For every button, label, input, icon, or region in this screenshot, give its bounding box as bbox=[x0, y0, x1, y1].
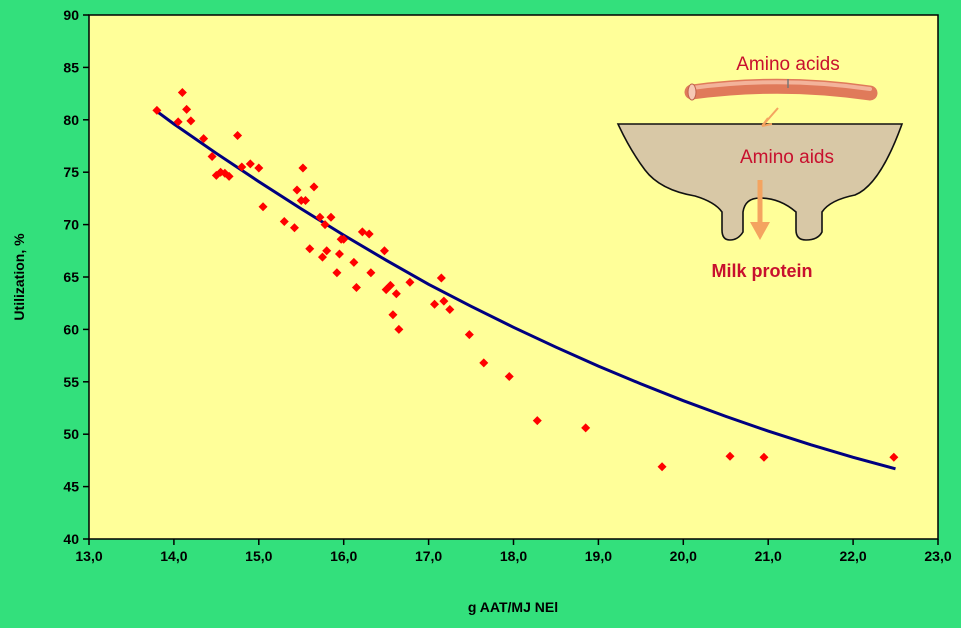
data-point bbox=[391, 289, 401, 299]
trend-layer bbox=[156, 110, 896, 471]
y-tick-label: 55 bbox=[63, 374, 79, 390]
data-point bbox=[504, 372, 514, 382]
data-point bbox=[177, 88, 187, 98]
data-point bbox=[289, 223, 299, 233]
data-point bbox=[309, 182, 319, 192]
data-point bbox=[317, 252, 327, 262]
data-point bbox=[532, 416, 542, 426]
blood-vessel-icon bbox=[684, 78, 878, 101]
data-point bbox=[334, 249, 344, 259]
data-point bbox=[725, 451, 735, 461]
data-point bbox=[430, 299, 440, 309]
x-tick-label: 21,0 bbox=[755, 548, 782, 564]
data-point bbox=[199, 134, 209, 144]
data-point bbox=[351, 282, 361, 292]
y-tick-label: 70 bbox=[63, 217, 79, 233]
y-tick-label: 85 bbox=[63, 59, 79, 75]
data-point bbox=[258, 202, 268, 212]
data-point bbox=[279, 216, 289, 226]
x-tick-labels: 13,0 14,0 15,0 16,0 17,0 18,0 19,0 20,0 21,0 22,0… bbox=[75, 548, 951, 564]
data-point bbox=[186, 116, 196, 126]
y-tick-label: 60 bbox=[63, 321, 79, 337]
data-point bbox=[245, 159, 255, 169]
y-tick-label: 65 bbox=[63, 269, 79, 285]
data-point bbox=[173, 117, 183, 127]
data-point bbox=[237, 162, 247, 172]
data-point bbox=[464, 330, 474, 340]
x-tick-label: 15,0 bbox=[245, 548, 272, 564]
data-point bbox=[315, 212, 325, 222]
vessel-arrow-icon bbox=[761, 107, 779, 127]
data-point bbox=[394, 324, 404, 334]
data-point bbox=[405, 277, 415, 287]
down-arrow-icon bbox=[750, 180, 770, 240]
data-point bbox=[479, 358, 489, 368]
data-point bbox=[254, 163, 264, 173]
y-tick-label: 45 bbox=[63, 479, 79, 495]
x-tick-label: 13,0 bbox=[75, 548, 102, 564]
y-tick-label: 50 bbox=[63, 426, 79, 442]
data-point bbox=[759, 452, 769, 462]
axis-ticks bbox=[83, 14, 939, 545]
data-point bbox=[388, 310, 398, 320]
data-point bbox=[224, 171, 234, 181]
data-point bbox=[298, 163, 308, 173]
data-point bbox=[339, 234, 349, 244]
y-tick-label: 90 bbox=[63, 7, 79, 23]
data-point bbox=[207, 151, 217, 161]
data-point bbox=[182, 104, 192, 114]
data-point bbox=[439, 296, 449, 306]
data-point bbox=[364, 229, 374, 239]
x-tick-label: 22,0 bbox=[839, 548, 866, 564]
x-tick-label: 20,0 bbox=[670, 548, 697, 564]
udder-label: Amino aids bbox=[740, 147, 834, 168]
data-point bbox=[385, 280, 395, 290]
trend-line bbox=[156, 110, 896, 471]
x-tick-label: 18,0 bbox=[500, 548, 527, 564]
x-tick-label: 23,0 bbox=[924, 548, 951, 564]
x-tick-label: 17,0 bbox=[415, 548, 442, 564]
x-tick-label: 14,0 bbox=[160, 548, 187, 564]
y-tick-label: 75 bbox=[63, 164, 79, 180]
data-point bbox=[332, 268, 342, 278]
data-point bbox=[233, 131, 243, 141]
y-tick-label: 80 bbox=[63, 112, 79, 128]
data-point bbox=[305, 244, 315, 254]
data-point bbox=[152, 105, 162, 115]
data-point bbox=[322, 246, 332, 256]
x-tick-label: 19,0 bbox=[585, 548, 612, 564]
inset-illustration: Amino acids Amino aids Milk protein bbox=[616, 54, 904, 281]
data-point bbox=[300, 195, 310, 205]
y-axis-title: Utilization, % bbox=[11, 233, 27, 321]
data-point bbox=[379, 246, 389, 256]
points-layer bbox=[152, 88, 899, 472]
data-point bbox=[357, 227, 367, 237]
data-point bbox=[320, 220, 330, 230]
plot-area bbox=[88, 14, 939, 540]
data-point bbox=[581, 423, 591, 433]
x-tick-label: 16,0 bbox=[330, 548, 357, 564]
vessel-label: Amino acids bbox=[736, 54, 840, 75]
data-point bbox=[445, 304, 455, 314]
x-axis-title: g AAT/MJ NEl bbox=[468, 599, 558, 615]
data-point bbox=[326, 212, 336, 222]
data-point bbox=[436, 273, 446, 283]
data-point bbox=[889, 452, 899, 462]
y-tick-labels: 40 45 50 55 60 65 70 75 80 85 90 bbox=[63, 7, 79, 547]
data-point bbox=[366, 268, 376, 278]
data-point bbox=[657, 462, 667, 472]
output-label: Milk protein bbox=[711, 261, 812, 281]
data-point bbox=[349, 257, 359, 267]
data-point bbox=[292, 185, 302, 195]
y-tick-label: 40 bbox=[63, 531, 79, 547]
